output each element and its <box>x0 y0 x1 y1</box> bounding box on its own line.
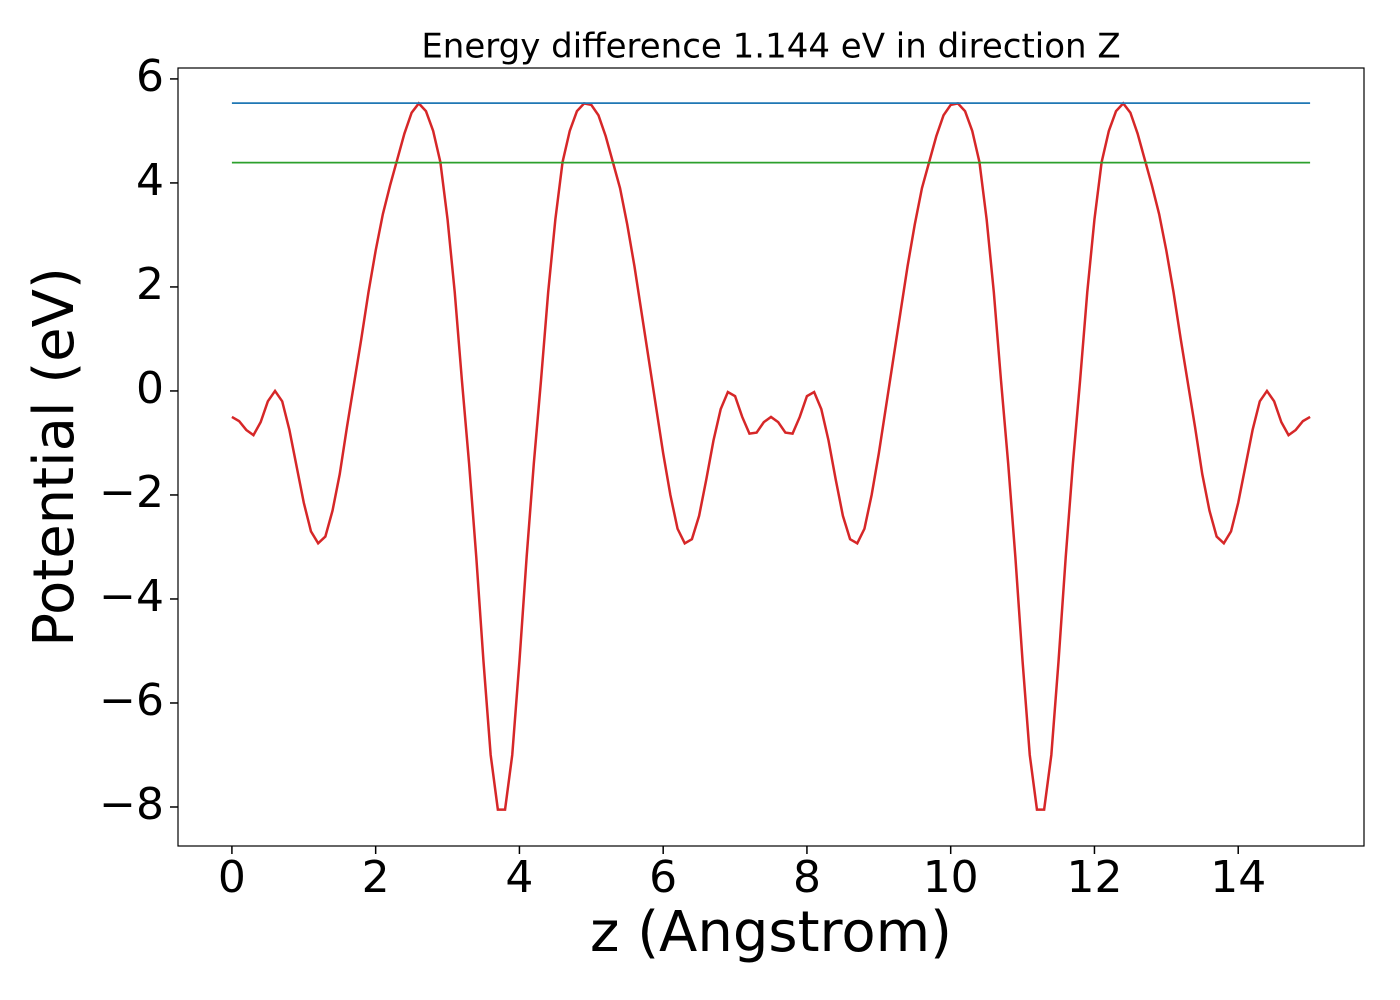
x-tick-label: 0 <box>218 852 246 903</box>
y-tick-label: −4 <box>99 571 164 622</box>
line-series <box>231 101 1311 811</box>
x-tick-label: 12 <box>1066 852 1122 903</box>
x-tick-label: 10 <box>923 852 979 903</box>
chart-title: Energy difference 1.144 eV in direction … <box>421 27 1120 67</box>
y-tick-label: 4 <box>136 155 164 206</box>
x-axis-label: z (Angstrom) <box>590 900 952 965</box>
plot-frame <box>177 67 1365 847</box>
y-tick-label: −8 <box>99 779 164 830</box>
y-tick-label: 0 <box>136 363 164 414</box>
y-tick-label: −6 <box>99 675 164 726</box>
x-tick-label: 2 <box>362 852 390 903</box>
x-tick-label: 8 <box>793 852 821 903</box>
y-tick-label: 2 <box>136 259 164 310</box>
x-tick-label: 4 <box>505 852 533 903</box>
x-tick-label: 6 <box>649 852 677 903</box>
y-tick-label: 6 <box>136 51 164 102</box>
x-tick-label: 14 <box>1210 852 1266 903</box>
y-axis-label: Potential (eV) <box>22 267 87 647</box>
y-tick-label: −2 <box>99 467 164 518</box>
